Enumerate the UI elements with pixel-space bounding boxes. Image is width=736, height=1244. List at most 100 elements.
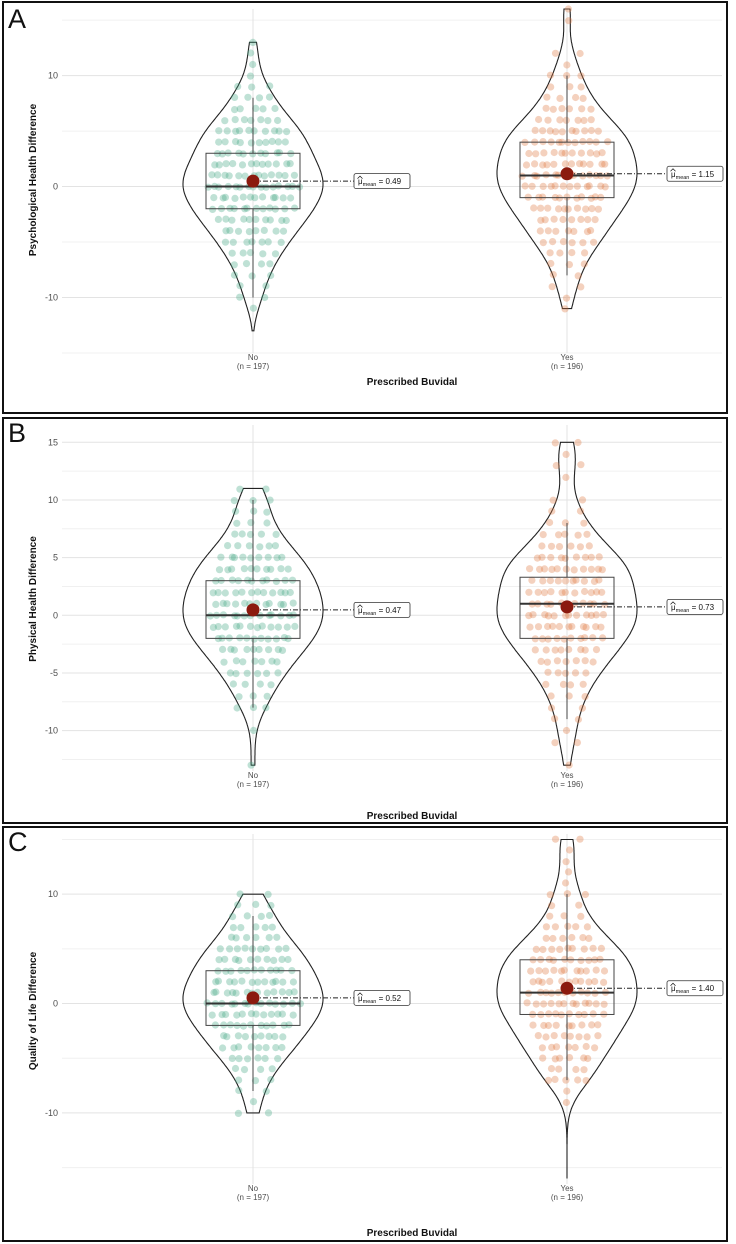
- mean-point: [246, 603, 260, 617]
- data-point: [223, 989, 231, 997]
- data-point: [555, 1065, 563, 1073]
- data-point: [263, 955, 271, 963]
- data-point: [558, 105, 566, 113]
- data-point: [539, 945, 547, 954]
- data-point: [215, 956, 223, 964]
- data-point: [579, 934, 587, 942]
- data-point: [559, 934, 567, 942]
- data-point: [591, 977, 599, 986]
- data-point: [597, 623, 605, 631]
- data-point: [537, 216, 545, 224]
- y-tick-label: -10: [45, 293, 58, 303]
- box-iqr: [519, 141, 615, 199]
- data-point: [581, 693, 589, 701]
- x-axis-title: Prescribed Buvidal: [367, 1228, 458, 1239]
- data-point: [578, 1021, 586, 1029]
- data-point: [236, 105, 244, 113]
- data-point: [241, 172, 249, 180]
- data-point: [562, 450, 570, 458]
- box-iqr: [519, 959, 615, 1015]
- data-point: [235, 1086, 243, 1094]
- data-point: [534, 1032, 542, 1040]
- data-point: [234, 82, 242, 91]
- data-point: [233, 519, 241, 527]
- data-point: [250, 635, 258, 643]
- mean-label-box: [666, 598, 724, 615]
- data-point: [595, 576, 603, 584]
- data-point: [542, 1033, 550, 1041]
- chart-b: -10 -5 0 5 10 15 Physical Health Difference Pre…: [28, 425, 724, 822]
- data-point: [584, 216, 592, 224]
- data-point: [527, 967, 535, 975]
- x-axis-title: Prescribed Buvidal: [367, 811, 458, 822]
- data-point: [267, 1076, 275, 1084]
- data-point: [267, 681, 275, 689]
- chart-a: -10 0 10 Psychological Health Difference Pre…: [28, 5, 724, 388]
- data-point: [551, 439, 559, 447]
- data-point: [526, 623, 534, 631]
- data-point: [236, 293, 244, 301]
- data-point: [533, 554, 542, 562]
- panel-label-b: B: [8, 418, 27, 448]
- data-point: [577, 283, 585, 291]
- hat-mark: [357, 992, 363, 996]
- data-point: [570, 227, 578, 235]
- hat-mark: [670, 168, 676, 172]
- data-point: [585, 956, 593, 964]
- data-point: [535, 115, 543, 124]
- data-point: [273, 658, 281, 666]
- data-point: [257, 912, 265, 920]
- data-point: [209, 205, 217, 213]
- data-point: [539, 127, 547, 135]
- data-point: [226, 226, 234, 235]
- data-point: [220, 658, 228, 666]
- data-point: [552, 1021, 560, 1029]
- data-point: [531, 646, 539, 654]
- data-point: [544, 116, 552, 124]
- data-point: [589, 944, 597, 952]
- data-point: [549, 622, 557, 630]
- data-point: [270, 956, 278, 964]
- data-point: [540, 589, 549, 597]
- data-point: [266, 216, 274, 224]
- data-point: [581, 890, 590, 899]
- data-point: [263, 565, 271, 573]
- data-point: [235, 1043, 243, 1051]
- data-point: [536, 565, 544, 573]
- data-point: [591, 1044, 599, 1052]
- data-point: [565, 761, 573, 769]
- data-point: [562, 473, 570, 481]
- data-point: [230, 978, 239, 986]
- data-point: [262, 944, 270, 953]
- data-point: [522, 161, 531, 169]
- data-point: [580, 577, 589, 585]
- data-point: [581, 127, 589, 135]
- data-point: [549, 105, 557, 113]
- data-point: [231, 194, 239, 202]
- data-point: [592, 623, 600, 631]
- data-point: [580, 116, 588, 125]
- data-point: [262, 600, 270, 609]
- data-point: [590, 577, 599, 585]
- data-point: [250, 127, 258, 135]
- data-point: [565, 645, 573, 654]
- data-point: [239, 249, 247, 257]
- data-point: [267, 623, 275, 631]
- data-point: [546, 912, 554, 920]
- data-point: [582, 967, 590, 975]
- data-point: [577, 646, 585, 654]
- data-point: [547, 542, 556, 550]
- data-point: [557, 646, 565, 654]
- data-point: [264, 238, 272, 246]
- data-point: [568, 944, 576, 952]
- mean-label: μmean = 1.40: [666, 980, 724, 997]
- data-point: [563, 1087, 571, 1095]
- data-point: [547, 259, 555, 268]
- data-point: [215, 161, 223, 169]
- data-point: [587, 565, 596, 573]
- data-point: [231, 116, 239, 124]
- data-point: [245, 215, 253, 224]
- mean-label-box: [353, 601, 411, 618]
- data-point: [267, 271, 275, 280]
- data-point: [277, 588, 285, 596]
